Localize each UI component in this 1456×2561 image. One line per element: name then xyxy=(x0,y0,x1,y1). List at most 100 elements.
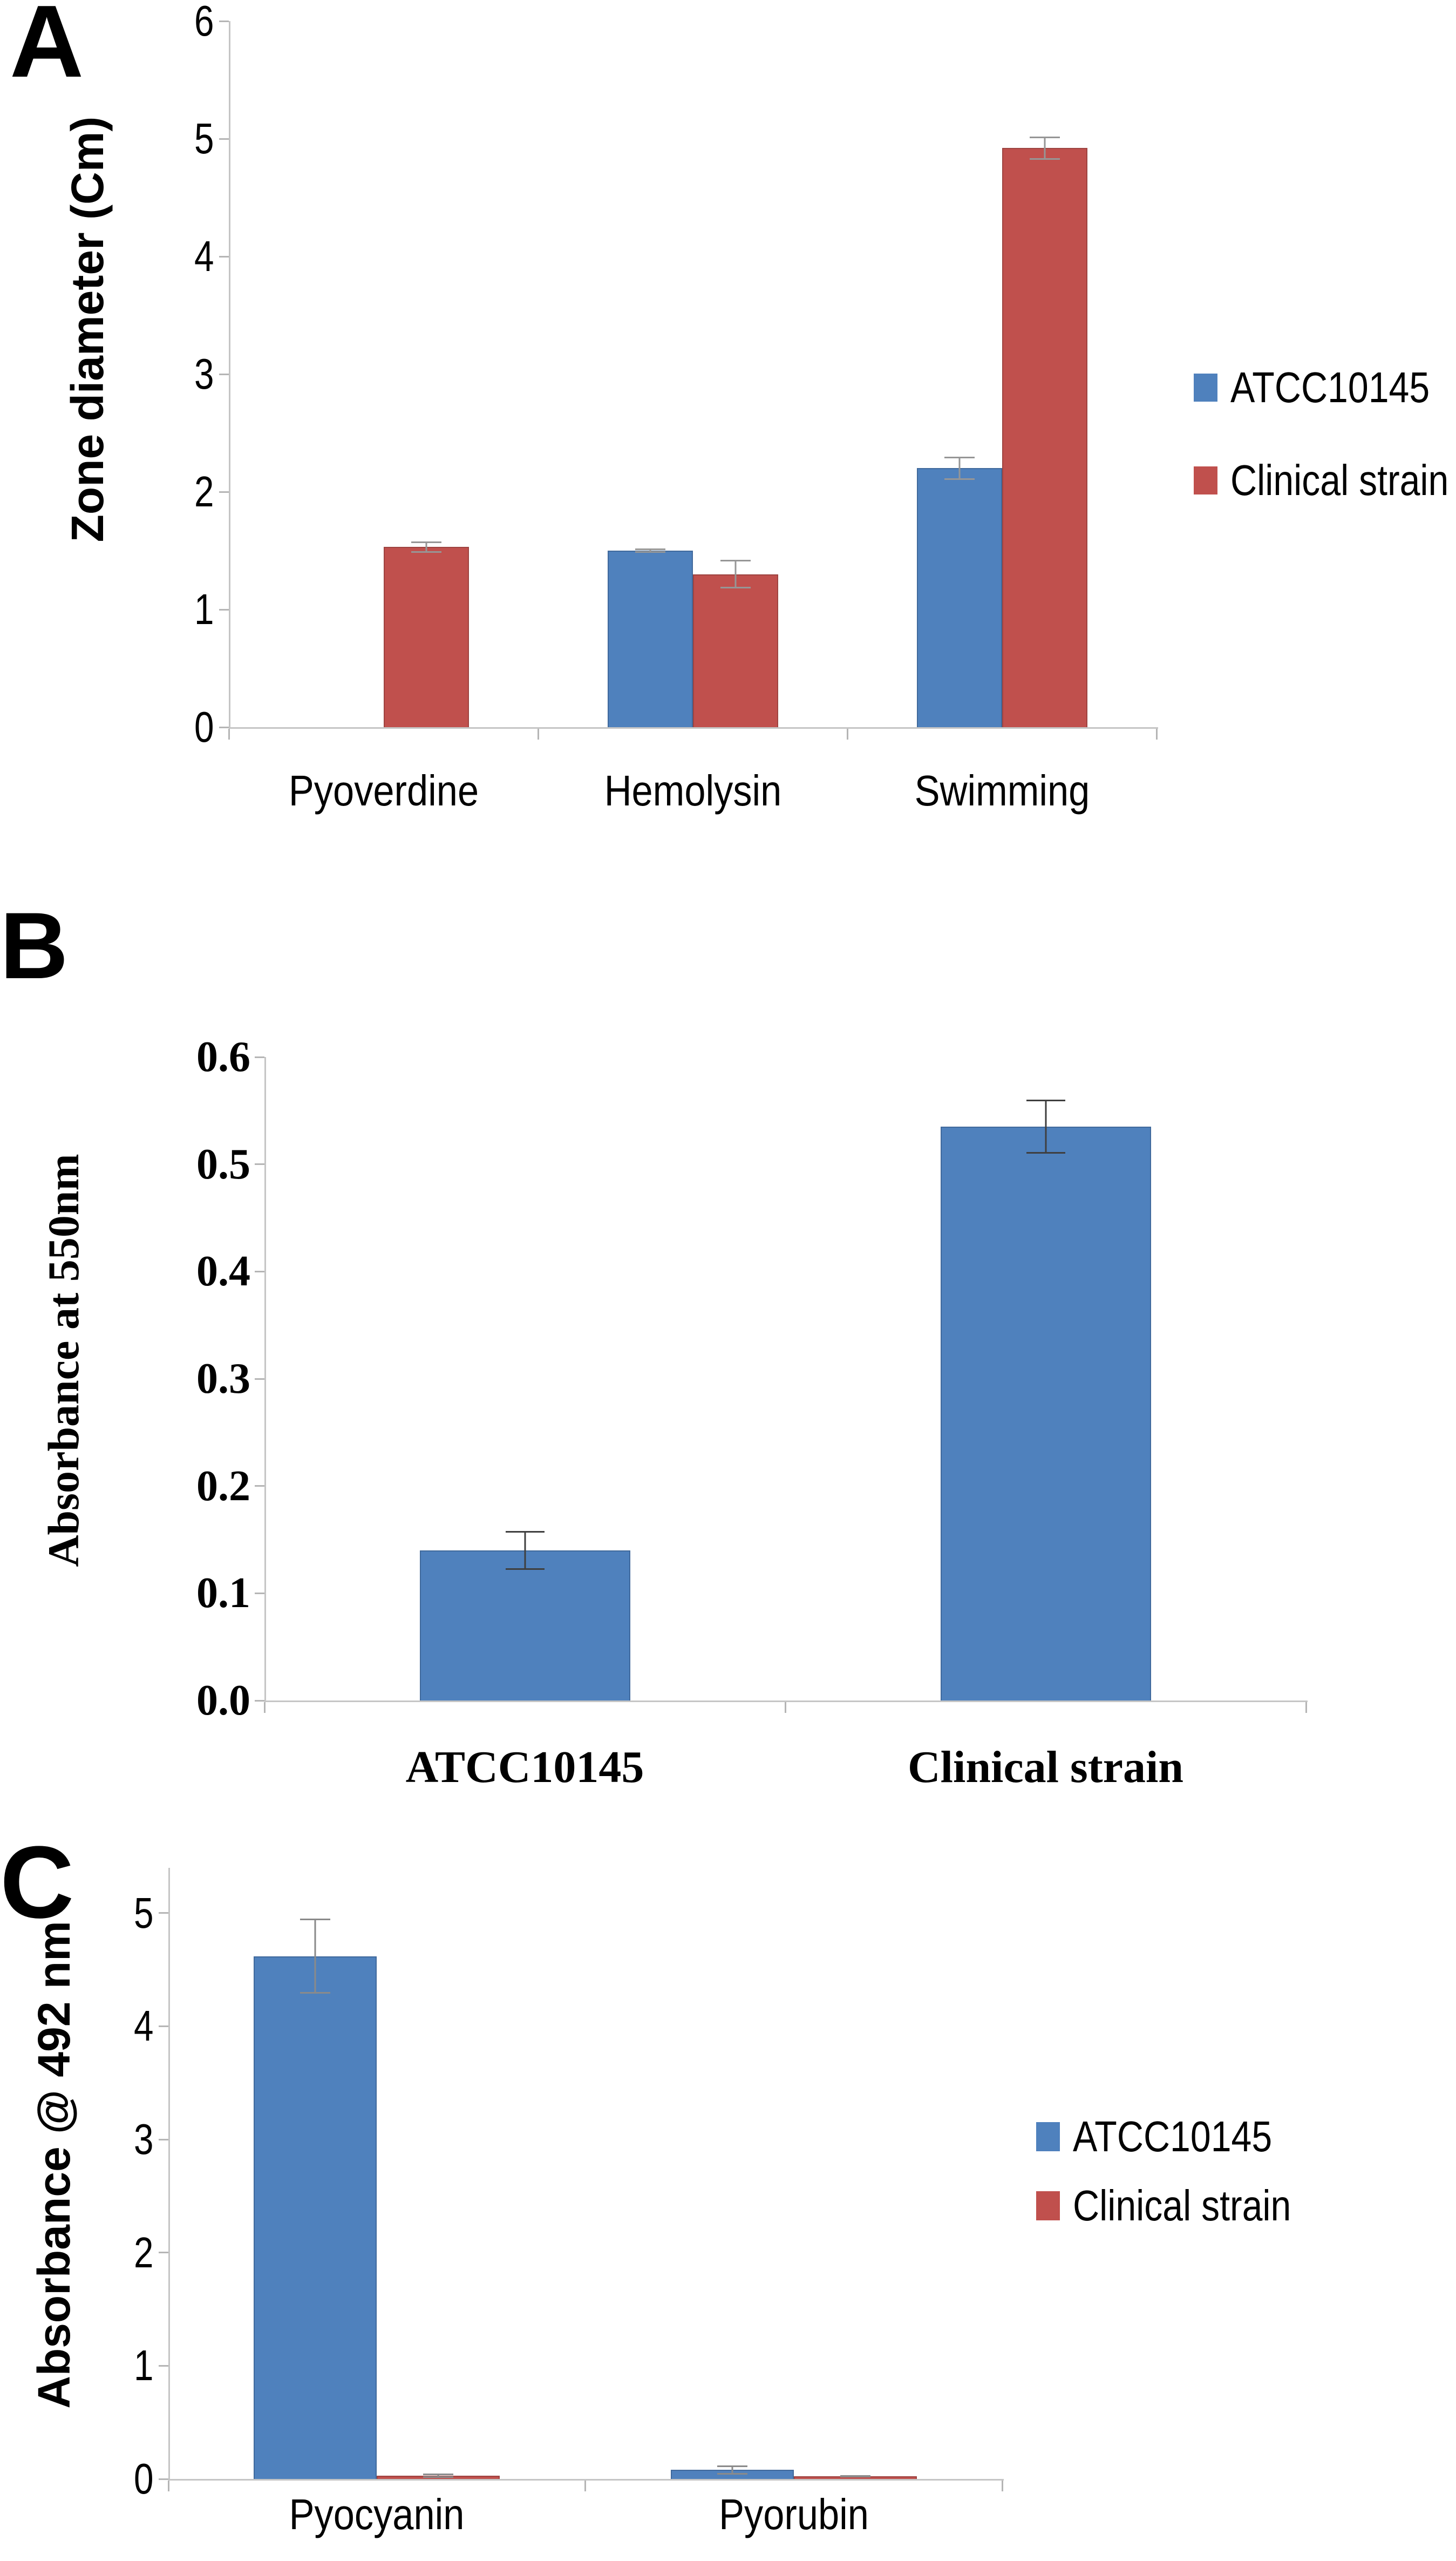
category-label: Swimming xyxy=(902,769,1101,812)
category-label: Clinical strain xyxy=(908,1745,1183,1790)
category-text: Pyocyanin xyxy=(289,2490,465,2538)
y-tick-text: 5 xyxy=(133,1888,153,1937)
error-bar-cap-top xyxy=(505,1531,545,1533)
y-axis-title-c: Absorbance @ 492 nm xyxy=(29,1921,79,2409)
error-bar-cap-top xyxy=(1029,136,1060,138)
y-tick-mark xyxy=(219,20,229,22)
x-tick-mark xyxy=(1155,729,1158,740)
error-bar-line xyxy=(524,1531,526,1570)
y-tick-mark xyxy=(255,1699,264,1702)
x-tick-mark xyxy=(784,1702,786,1713)
y-tick-mark xyxy=(255,1378,264,1380)
bar-swimming-atcc10145 xyxy=(916,468,1002,727)
y-tick-mark xyxy=(255,1163,264,1166)
y-tick-mark xyxy=(219,138,229,140)
y-tick-mark xyxy=(255,1270,264,1272)
error-bar-cap-bottom xyxy=(720,586,751,588)
category-label: ATCC10145 xyxy=(406,1745,644,1790)
error-bar xyxy=(720,560,751,588)
legend-label: ATCC10145 xyxy=(1230,366,1456,409)
category-label: Pyoverdine xyxy=(275,769,491,812)
y-tick-text: 4 xyxy=(194,232,214,280)
category-text: Clinical strain xyxy=(907,1742,1184,1792)
error-bar-line xyxy=(425,541,427,553)
y-tick-label: 1 xyxy=(62,2344,153,2387)
y-tick-text: 2 xyxy=(194,468,214,516)
y-tick-text: 0.3 xyxy=(196,1355,250,1403)
error-bar xyxy=(300,1919,331,1994)
y-tick-text: 0 xyxy=(133,2455,153,2503)
y-tick-mark xyxy=(255,1592,264,1594)
error-bar xyxy=(423,2473,454,2478)
y-tick-label: 5 xyxy=(122,117,214,160)
y-tick-label: 3 xyxy=(122,353,214,396)
y-tick-mark xyxy=(159,2478,168,2480)
legend-label-text: Clinical strain xyxy=(1230,456,1449,504)
y-axis-title-a: Zone diameter (Cm) xyxy=(62,116,113,543)
category-label: Hemolysin xyxy=(592,769,793,812)
error-bar-cap-top xyxy=(411,541,441,543)
bar-pyocyanin-atcc10145 xyxy=(254,1956,377,2479)
error-bar-cap-bottom xyxy=(411,551,441,553)
error-bar-line xyxy=(649,548,651,553)
error-bar-cap-top xyxy=(423,2473,454,2475)
bar-swimming-clinical-strain xyxy=(1002,148,1087,727)
y-tick-label: 4 xyxy=(62,2004,153,2048)
legend-label: Clinical strain xyxy=(1073,2184,1330,2227)
error-bar-cap-bottom xyxy=(635,551,665,553)
y-tick-mark xyxy=(159,2138,168,2140)
category-text: Hemolysin xyxy=(604,767,781,815)
y-tick-label: 0 xyxy=(122,706,214,749)
legend-swatch-clinical-strain xyxy=(1036,2191,1060,2220)
error-bar xyxy=(505,1531,545,1570)
y-tick-label: 2 xyxy=(122,470,214,513)
error-bar-line xyxy=(731,2465,733,2475)
y-tick-text: 5 xyxy=(194,114,214,162)
bar-atcc10145-absorbance-at-550nm xyxy=(419,1550,630,1700)
y-tick-mark xyxy=(255,1056,264,1058)
legend-label-text: Clinical strain xyxy=(1073,2181,1291,2230)
y-tick-label: 6 xyxy=(122,0,214,43)
y-tick-mark xyxy=(255,1485,264,1487)
error-bar-cap-bottom xyxy=(300,1991,331,1994)
category-label: Pyorubin xyxy=(709,2493,879,2536)
legend-swatch-atcc10145 xyxy=(1036,2122,1060,2151)
error-bar xyxy=(1029,136,1060,160)
y-tick-mark xyxy=(219,373,229,375)
error-bar-cap-bottom xyxy=(1026,1151,1065,1154)
error-bar-cap-top xyxy=(635,548,665,550)
category-label: Pyocyanin xyxy=(277,2493,477,2536)
bar-hemolysin-atcc10145 xyxy=(607,551,693,727)
category-text: Swimming xyxy=(914,767,1090,815)
y-tick-mark xyxy=(159,2252,168,2254)
y-tick-label: 0.5 xyxy=(142,1143,250,1186)
error-bar-cap-bottom xyxy=(423,2476,454,2478)
error-bar-line xyxy=(734,560,736,588)
error-bar-cap-top xyxy=(717,2465,747,2467)
y-tick-text: 0.0 xyxy=(196,1677,250,1724)
y-tick-label: 2 xyxy=(62,2231,153,2274)
y-tick-mark xyxy=(219,726,229,728)
bar-hemolysin-clinical-strain xyxy=(692,574,778,727)
error-bar-cap-bottom xyxy=(717,2472,747,2475)
category-text: ATCC10145 xyxy=(405,1742,644,1792)
y-tick-label: 3 xyxy=(62,2118,153,2161)
plot-area-c xyxy=(168,1868,1004,2481)
y-tick-text: 0.6 xyxy=(196,1033,250,1081)
y-tick-mark xyxy=(159,1912,168,1914)
error-bar-line xyxy=(1045,1100,1046,1154)
panel-letter-a: A xyxy=(10,0,84,99)
error-bar-cap-bottom xyxy=(1029,158,1060,160)
category-text: Pyorubin xyxy=(718,2490,869,2538)
error-bar-cap-top xyxy=(944,456,975,458)
y-tick-label: 0 xyxy=(62,2457,153,2501)
error-bar-cap-top xyxy=(720,560,751,562)
error-bar-line xyxy=(958,456,960,480)
y-tick-text: 0.5 xyxy=(196,1140,250,1188)
y-tick-text: 1 xyxy=(194,585,214,633)
y-tick-mark xyxy=(219,491,229,493)
y-tick-text: 3 xyxy=(133,2115,153,2164)
plot-area-b xyxy=(264,1057,1308,1702)
panel-letter-c: C xyxy=(0,1825,74,1940)
